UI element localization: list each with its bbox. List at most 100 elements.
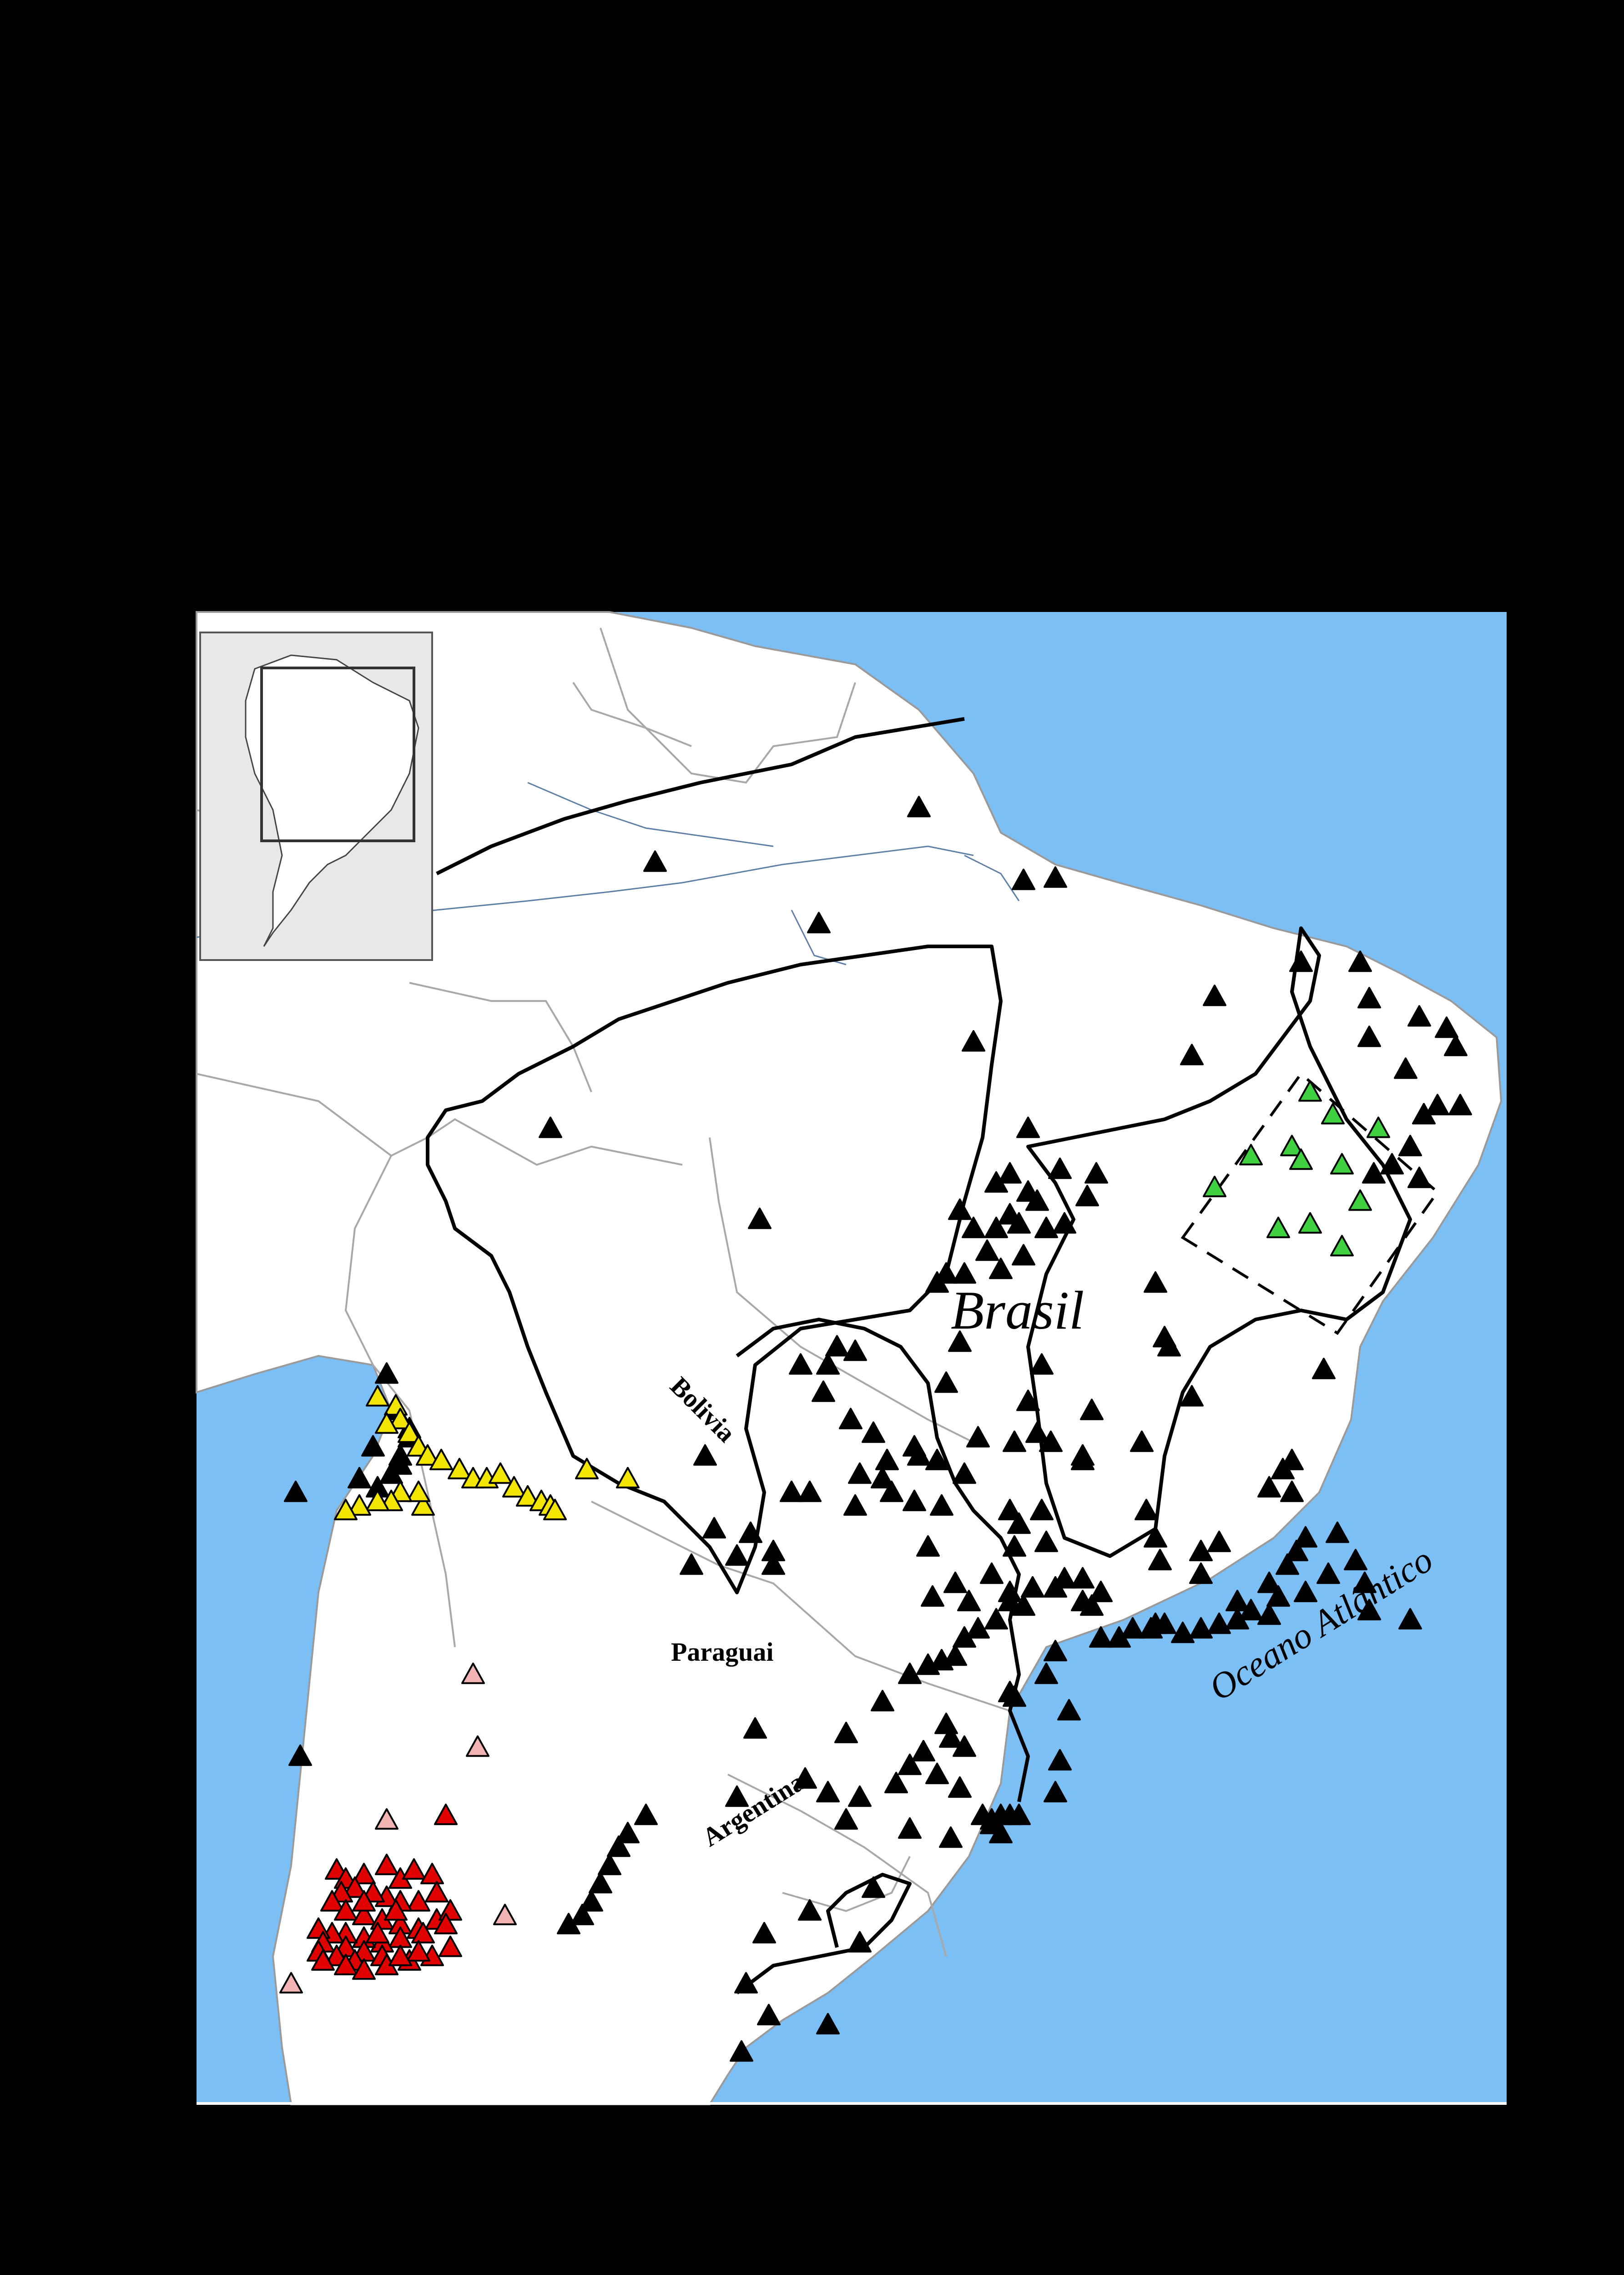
black-triangle-marker — [1207, 1531, 1231, 1552]
black-triangle-marker — [570, 1904, 594, 1926]
black-triangle-marker — [875, 1449, 899, 1471]
black-triangle-marker — [1016, 1117, 1040, 1138]
red-triangle-marker — [384, 1899, 408, 1921]
black-triangle-marker — [1025, 1421, 1049, 1443]
black-triangle-marker — [825, 1335, 849, 1357]
black-triangle-marker — [1285, 1540, 1308, 1562]
green-triangle-marker — [1330, 1153, 1354, 1175]
black-triangle-marker — [848, 1931, 872, 1953]
black-triangle-marker — [816, 1781, 840, 1803]
pink-triangle-marker — [493, 1904, 517, 1926]
black-triangle-marker — [1294, 1526, 1317, 1548]
black-triangle-marker — [1121, 1617, 1145, 1639]
black-triangle-marker — [998, 1499, 1022, 1521]
yellow-triangle-marker — [398, 1421, 421, 1443]
black-triangle-marker — [871, 1690, 894, 1712]
black-triangle-marker — [816, 2013, 840, 2035]
black-triangle-marker — [843, 1340, 867, 1361]
black-triangle-marker — [1398, 1135, 1422, 1157]
markers-pink — [279, 1663, 517, 1994]
black-triangle-marker — [1357, 1599, 1381, 1621]
black-triangle-marker — [580, 1890, 603, 1912]
red-triangle-marker — [407, 1890, 430, 1912]
black-triangle-marker — [1044, 1640, 1067, 1662]
black-triangle-marker — [1071, 1449, 1094, 1471]
black-triangle-marker — [1412, 1103, 1436, 1125]
black-triangle-marker — [1030, 1499, 1054, 1521]
black-triangle-marker — [557, 1913, 580, 1935]
biome-boundary-amazon — [426, 945, 1003, 1594]
black-triangle-marker — [816, 1353, 840, 1375]
yellow-triangle-marker — [388, 1408, 412, 1430]
black-triangle-marker — [962, 1217, 985, 1239]
black-triangle-marker — [539, 1117, 562, 1138]
black-triangle-marker — [284, 1481, 308, 1502]
black-triangle-marker — [939, 1726, 963, 1748]
black-triangle-marker — [1084, 1162, 1108, 1184]
black-triangle-marker — [1021, 1576, 1044, 1598]
black-triangle-marker — [1357, 987, 1381, 1009]
black-triangle-marker — [907, 796, 931, 818]
black-triangle-marker — [1025, 1189, 1049, 1211]
black-triangle-marker — [1034, 1531, 1058, 1552]
black-triangle-marker — [1089, 1626, 1113, 1648]
black-triangle-marker — [1266, 1585, 1290, 1607]
black-triangle-marker — [1189, 1617, 1213, 1639]
black-triangle-marker — [957, 1590, 981, 1612]
black-triangle-marker — [948, 1330, 972, 1352]
yellow-triangle-marker — [575, 1458, 599, 1480]
yellow-triangle-marker — [375, 1412, 398, 1434]
black-triangle-marker — [834, 1722, 858, 1744]
red-triangle-marker — [352, 1890, 376, 1912]
black-triangle-marker — [361, 1435, 385, 1457]
black-triangle-marker — [1280, 1481, 1304, 1502]
inset-south-america — [245, 654, 419, 947]
black-triangle-marker — [1053, 1212, 1076, 1234]
black-triangle-marker — [1075, 1185, 1099, 1207]
black-triangle-marker — [739, 1522, 762, 1543]
black-triangle-marker — [1271, 1458, 1295, 1480]
black-triangle-marker — [834, 1808, 858, 1830]
black-triangle-marker — [1135, 1499, 1158, 1521]
black-triangle-marker — [1144, 1526, 1167, 1548]
black-triangle-marker — [898, 1663, 922, 1684]
black-triangle-marker — [839, 1408, 862, 1430]
green-triangle-marker — [1321, 1103, 1345, 1125]
inset-map — [199, 632, 433, 961]
black-triangle-marker — [1348, 950, 1372, 972]
black-triangle-marker — [1080, 1594, 1104, 1616]
black-triangle-marker — [757, 2004, 781, 2026]
black-triangle-marker — [1007, 1804, 1031, 1825]
red-triangle-marker — [388, 1945, 412, 1967]
yellow-triangle-marker — [411, 1494, 435, 1516]
black-triangle-marker — [1039, 1431, 1063, 1452]
black-triangle-marker — [1016, 1390, 1040, 1411]
yellow-triangle-marker — [429, 1449, 453, 1471]
label-paraguai: Paraguai — [671, 1637, 774, 1667]
black-triangle-marker — [1189, 1562, 1213, 1584]
rivers — [196, 782, 1020, 966]
black-triangle-marker — [1226, 1608, 1249, 1630]
red-triangle-marker — [334, 1899, 358, 1921]
black-triangle-marker — [943, 1572, 967, 1593]
red-triangle-marker — [425, 1881, 449, 1903]
black-triangle-marker — [348, 1467, 371, 1489]
black-triangle-marker — [984, 1171, 1008, 1193]
black-triangle-marker — [1426, 1094, 1449, 1116]
red-triangle-marker — [352, 1863, 376, 1885]
black-triangle-marker — [730, 2040, 753, 2062]
black-triangle-marker — [953, 1462, 976, 1484]
black-triangle-marker — [1034, 1663, 1058, 1684]
green-triangle-marker — [1298, 1080, 1322, 1102]
black-triangle-marker — [693, 1444, 717, 1466]
black-triangle-marker — [1239, 1599, 1263, 1621]
black-triangle-marker — [1276, 1553, 1299, 1575]
black-triangle-marker — [948, 1198, 972, 1220]
black-triangle-marker — [843, 1494, 867, 1516]
black-triangle-marker — [998, 1162, 1022, 1184]
black-triangle-marker — [989, 1822, 1013, 1844]
black-triangle-marker — [680, 1553, 703, 1575]
black-triangle-marker — [1294, 1581, 1317, 1603]
black-triangle-marker — [1380, 1153, 1404, 1175]
black-triangle-marker — [616, 1822, 640, 1844]
